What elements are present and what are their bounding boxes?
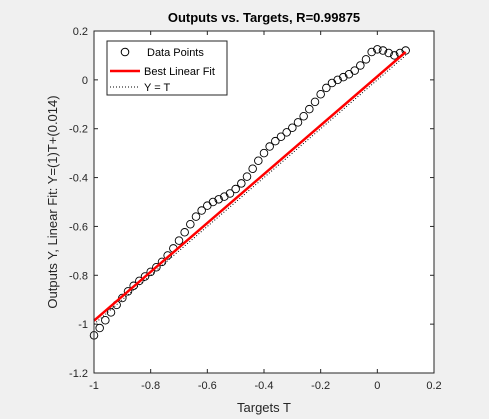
- data-point: [276, 132, 286, 142]
- data-point: [356, 61, 365, 70]
- chart-title: Outputs vs. Targets, R=0.99875: [168, 10, 360, 25]
- data-point: [254, 156, 263, 165]
- legend: Data Points Best Linear Fit Y = T: [106, 40, 228, 96]
- x-tick-label: 0: [374, 380, 380, 392]
- data-point: [293, 118, 303, 127]
- data-point: [191, 212, 201, 221]
- data-point: [237, 179, 246, 188]
- data-point: [350, 66, 359, 75]
- y-tick-label: -0.2: [69, 124, 88, 136]
- x-axis-label: Targets T: [237, 400, 291, 415]
- legend-box: [106, 40, 228, 96]
- data-point: [361, 55, 371, 64]
- axis-ticks: -1 -0.8 -0.6 -0.4 -0.2 0 0.2 0.2 0 -0.2 -0.4 -0.6 -0…: [69, 26, 442, 392]
- data-point: [135, 276, 144, 286]
- data-point: [180, 228, 189, 237]
- data-point: [310, 97, 320, 107]
- data-point: [106, 308, 116, 317]
- y-tick-label: 0: [82, 75, 88, 87]
- data-point: [401, 46, 410, 55]
- data-point: [339, 72, 348, 82]
- x-tick-label: -0.2: [311, 380, 330, 392]
- y-tick-label: -1: [78, 319, 88, 331]
- data-point: [373, 45, 382, 54]
- data-point: [367, 47, 376, 57]
- legend-label-data-points: Data Points: [147, 47, 204, 59]
- data-point: [225, 189, 235, 198]
- data-point: [322, 83, 331, 93]
- data-point: [265, 142, 274, 151]
- data-point: [95, 323, 104, 333]
- data-point: [384, 48, 393, 58]
- data-point: [333, 75, 342, 85]
- data-point: [259, 148, 269, 158]
- x-tick-label: -0.4: [255, 380, 274, 392]
- data-point: [152, 262, 161, 272]
- data-point: [288, 123, 297, 132]
- data-point: [123, 287, 133, 296]
- data-point: [174, 236, 184, 245]
- data-point: [390, 51, 399, 60]
- data-point: [186, 219, 195, 229]
- data-point: [197, 206, 206, 215]
- data-point: [378, 46, 388, 55]
- data-point: [231, 184, 240, 194]
- legend-marker-data-points: [120, 47, 130, 57]
- y-tick-label: -0.6: [69, 221, 88, 233]
- data-point: [305, 104, 314, 114]
- data-point: [214, 195, 223, 204]
- data-point: [146, 267, 155, 277]
- x-tick-label: -0.8: [141, 380, 160, 392]
- data-point: [208, 197, 218, 207]
- data-point: [242, 172, 252, 181]
- plot-frame: [93, 30, 435, 374]
- identity-line: [93, 55, 406, 325]
- data-point: [282, 128, 291, 137]
- y-tick-label: -1.2: [69, 368, 88, 380]
- y-tick-label: 0.2: [73, 26, 88, 38]
- data-point: [299, 112, 308, 121]
- data-layer: [89, 45, 410, 340]
- data-point: [248, 164, 257, 174]
- x-tick-label: -1: [89, 380, 99, 392]
- y-tick-label: -0.8: [69, 270, 88, 282]
- y-axis-label: Outputs Y, Linear Fit: Y=(1)T+(0.014): [45, 95, 60, 308]
- best-fit-line: [93, 51, 407, 322]
- data-point: [157, 257, 167, 267]
- data-point: [101, 315, 110, 325]
- data-point: [316, 90, 325, 99]
- data-point: [129, 281, 138, 291]
- legend-label-best-linear-fit: Best Linear Fit: [144, 66, 215, 78]
- legend-label-y-equals-t: Y = T: [144, 82, 170, 94]
- x-tick-label: -0.6: [198, 380, 217, 392]
- data-point: [271, 136, 280, 146]
- x-tick-label: 0.2: [426, 380, 441, 392]
- y-tick-label: -0.4: [69, 173, 88, 185]
- data-point: [140, 272, 150, 281]
